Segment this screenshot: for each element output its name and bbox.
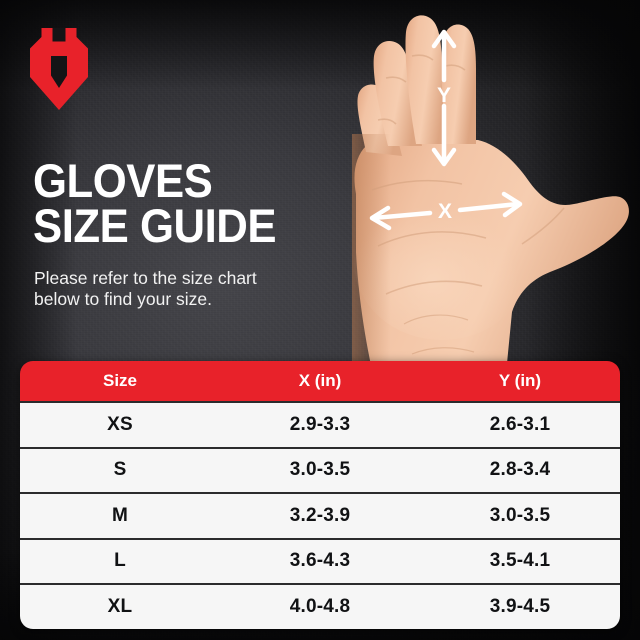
table-header-row: Size X (in) Y (in) [20, 361, 620, 401]
cell-y: 2.8-3.4 [489, 459, 551, 481]
cell-y: 3.5-4.1 [489, 550, 551, 572]
cell-x: 2.9-3.3 [289, 413, 351, 435]
table-row: S 3.0-3.5 2.8-3.4 [20, 446, 620, 492]
subtitle-line-2: below to find your size. [34, 289, 213, 309]
table-row: M 3.2-3.9 3.0-3.5 [20, 492, 620, 538]
cell-y: 3.0-3.5 [489, 504, 551, 526]
table-row: XL 4.0-4.8 3.9-4.5 [20, 583, 620, 629]
page-title: GLOVES SIZE GUIDE [33, 154, 333, 252]
title-line-2: SIZE GUIDE [33, 199, 277, 252]
cell-size: XS [107, 413, 133, 435]
cell-size: M [111, 504, 129, 526]
size-chart-table: Size X (in) Y (in) XS 2.9-3.3 2.6-3.1 S … [20, 361, 620, 629]
column-header-size: Size [102, 371, 138, 390]
cell-x: 3.6-4.3 [289, 550, 351, 572]
cell-x: 3.0-3.5 [289, 459, 351, 481]
cell-x: 3.2-3.9 [289, 504, 351, 526]
cell-size: XL [107, 595, 133, 617]
cell-size: L [114, 550, 126, 572]
cell-size: S [113, 459, 127, 481]
table-row: L 3.6-4.3 3.5-4.1 [20, 537, 620, 583]
open-palm-hand-photo [352, 15, 629, 394]
table-row: XS 2.9-3.3 2.6-3.1 [20, 401, 620, 447]
page-subtitle: Please refer to the size chart below to … [34, 268, 334, 310]
shield-helmet-logo-icon [30, 28, 88, 110]
cell-y: 3.9-4.5 [489, 595, 551, 617]
title-line-1: GLOVES [33, 154, 213, 207]
subtitle-line-1: Please refer to the size chart [34, 268, 257, 288]
cell-y: 2.6-3.1 [489, 413, 551, 435]
cell-x: 4.0-4.8 [289, 595, 351, 617]
column-header-x: X (in) [298, 371, 342, 390]
column-header-y: Y (in) [498, 371, 542, 390]
